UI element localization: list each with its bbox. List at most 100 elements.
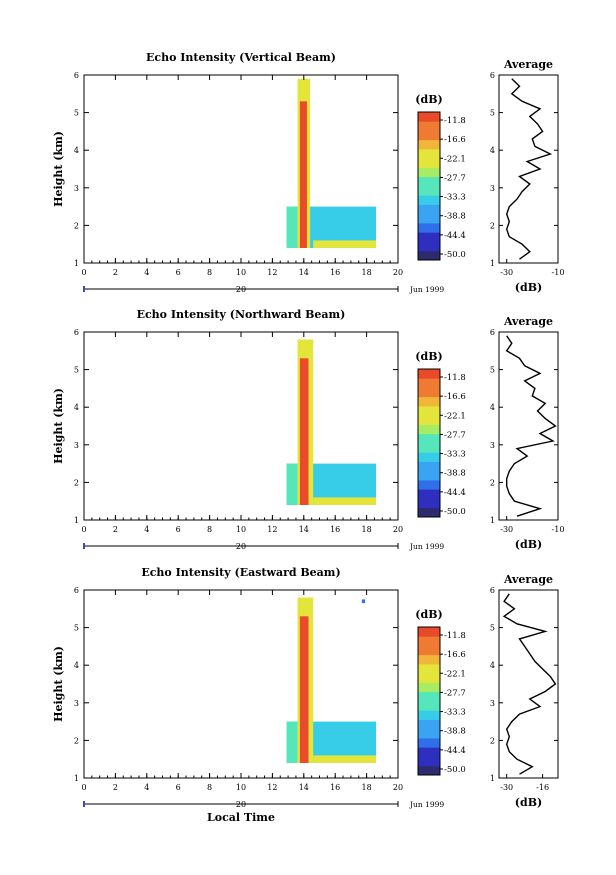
colorbar-label: -50.0 xyxy=(444,250,466,260)
colorbar-swatch xyxy=(418,664,440,674)
x-tick-label: 6 xyxy=(176,525,181,534)
colorbar-swatch xyxy=(418,728,440,739)
chart-title: Echo Intensity (Eastward Beam) xyxy=(141,566,340,579)
y-tick-label: 4 xyxy=(74,661,79,670)
heatmap-cell xyxy=(313,497,377,505)
x-tick-label: 8 xyxy=(207,525,212,534)
x-tick-label: 18 xyxy=(362,783,372,792)
colorbar-swatch xyxy=(418,645,440,656)
heatmap-cell xyxy=(313,755,377,763)
x-tick-label: 10 xyxy=(236,783,246,792)
y-tick-label: 2 xyxy=(74,736,79,745)
profile-y-tick-label: 1 xyxy=(490,259,495,268)
x-axis-label: Local Time xyxy=(207,811,275,824)
colorbar-swatch xyxy=(418,480,440,490)
x-tick-label: 6 xyxy=(176,268,181,277)
profile-x-tick-label: -10 xyxy=(552,525,565,534)
x-tick-label: 16 xyxy=(330,783,340,792)
x-tick-label: 4 xyxy=(144,783,149,792)
colorbar-swatch xyxy=(418,186,440,196)
colorbar-swatch xyxy=(418,158,440,168)
colorbar-unit: (dB) xyxy=(415,93,442,106)
colorbar-swatch xyxy=(418,654,440,665)
x-tick-label: 16 xyxy=(330,525,340,534)
colorbar-swatch xyxy=(418,121,440,131)
x-tick-label: 14 xyxy=(299,268,309,277)
x-tick-label: 12 xyxy=(267,783,277,792)
colorbar-swatch xyxy=(418,149,440,159)
profile-title: Average xyxy=(503,573,553,586)
profile-title: Average xyxy=(503,58,553,71)
x-tick-label: 6 xyxy=(176,783,181,792)
colorbar-label: -38.8 xyxy=(444,212,466,222)
colorbar-swatch xyxy=(418,756,440,767)
date-day-label: 20 xyxy=(236,285,246,294)
y-tick-label: 5 xyxy=(74,366,79,375)
colorbar-swatch xyxy=(418,738,440,748)
colorbar-unit: (dB) xyxy=(415,350,442,363)
colorbar-swatch xyxy=(418,719,440,730)
colorbar-label: -38.8 xyxy=(444,727,466,737)
profile-x-tick-label: -30 xyxy=(500,268,513,277)
colorbar-swatch xyxy=(418,443,440,453)
colorbar-label: -50.0 xyxy=(444,507,466,517)
profile-y-tick-label: 2 xyxy=(490,736,495,745)
y-tick-label: 1 xyxy=(74,259,79,268)
profile-y-tick-label: 6 xyxy=(490,71,495,80)
y-tick-label: 2 xyxy=(74,478,79,487)
colorbar-frame xyxy=(417,626,441,776)
y-tick-label: 3 xyxy=(74,441,79,450)
colorbar-swatch xyxy=(418,369,440,379)
colorbar-swatch xyxy=(418,406,440,416)
x-tick-label: 10 xyxy=(236,525,246,534)
x-tick-label: 10 xyxy=(236,268,246,277)
colorbar-swatch xyxy=(418,452,440,462)
y-axis-label: Height (km) xyxy=(52,646,65,722)
chart-title: Echo Intensity (Northward Beam) xyxy=(137,308,346,321)
profile-y-tick-label: 3 xyxy=(490,441,495,450)
x-tick-label: 12 xyxy=(267,268,277,277)
date-month-label: Jun 1999 xyxy=(409,542,444,551)
x-tick-label: 4 xyxy=(144,525,149,534)
colorbar-label: -44.4 xyxy=(444,746,466,756)
colorbar-label: -27.7 xyxy=(444,173,466,183)
x-tick-label: 8 xyxy=(207,783,212,792)
y-tick-label: 3 xyxy=(74,184,79,193)
colorbar-swatch xyxy=(418,223,440,233)
x-tick-label: 2 xyxy=(113,525,118,534)
heatmap-cell xyxy=(299,358,309,505)
heatmap-cell xyxy=(299,101,307,248)
y-tick-label: 6 xyxy=(74,328,79,337)
profile-y-tick-label: 1 xyxy=(490,516,495,525)
x-tick-label: 14 xyxy=(299,525,309,534)
profile-y-tick-label: 2 xyxy=(490,478,495,487)
y-tick-label: 6 xyxy=(74,586,79,595)
colorbar-frame xyxy=(417,111,441,261)
colorbar-label: -16.6 xyxy=(444,392,466,402)
colorbar-swatch xyxy=(418,139,440,150)
profile-line xyxy=(505,78,553,260)
y-tick-label: 4 xyxy=(74,403,79,412)
colorbar-swatch xyxy=(418,424,440,435)
colorbar-label: -16.6 xyxy=(444,135,466,145)
colorbar-swatch xyxy=(418,489,440,499)
colorbar-swatch xyxy=(418,765,440,776)
profile-y-tick-label: 5 xyxy=(490,624,495,633)
colorbar-swatch xyxy=(418,396,440,407)
colorbar-swatch xyxy=(418,507,440,518)
x-tick-label: 20 xyxy=(393,525,403,534)
colorbar-label: -44.4 xyxy=(444,488,466,498)
colorbar-label: -27.7 xyxy=(444,688,466,698)
x-tick-label: 12 xyxy=(267,525,277,534)
profile-line xyxy=(505,335,557,517)
profile-y-tick-label: 5 xyxy=(490,109,495,118)
colorbar-label: -16.6 xyxy=(444,650,466,660)
profile-y-tick-label: 2 xyxy=(490,221,495,230)
colorbar-swatch xyxy=(418,250,440,261)
colorbar-label: -38.8 xyxy=(444,469,466,479)
profile-x-tick-label: -16 xyxy=(536,783,549,792)
x-tick-label: 18 xyxy=(362,525,372,534)
colorbar-label: -22.1 xyxy=(444,411,466,421)
profile-y-tick-label: 3 xyxy=(490,184,495,193)
colorbar-swatch xyxy=(418,415,440,425)
